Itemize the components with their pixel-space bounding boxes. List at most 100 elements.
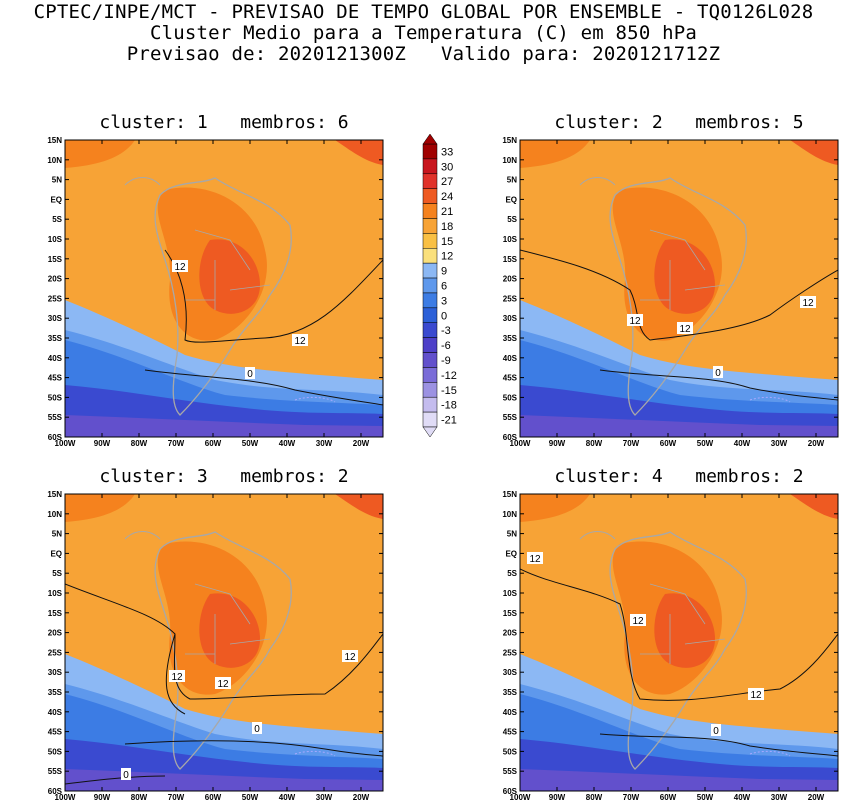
colorbar-swatch bbox=[422, 158, 438, 175]
lon-tick-label: 100W bbox=[55, 439, 76, 448]
contour-line bbox=[65, 583, 383, 715]
lat-tick-label: 50S bbox=[48, 393, 63, 402]
colorbar-label: 27 bbox=[441, 176, 453, 188]
colorbar-swatch bbox=[422, 248, 438, 264]
lat-tick-label: 45S bbox=[48, 728, 63, 737]
lat-tick-label: EQ bbox=[50, 195, 62, 204]
panel-2-title: cluster: 2 membros: 5 bbox=[554, 112, 804, 133]
contour-label: 12 bbox=[292, 334, 308, 347]
lat-tick-label: 5S bbox=[507, 215, 517, 224]
lon-tick-label: 70W bbox=[168, 439, 185, 448]
subtitle-dates: Previsao de: 2020121300Z Valido para: 20… bbox=[126, 43, 721, 65]
lat-tick-label: 25S bbox=[48, 648, 63, 657]
lon-tick-label: 90W bbox=[94, 793, 111, 802]
lon-tick-label: 50W bbox=[242, 793, 259, 802]
svg-text:12: 12 bbox=[171, 672, 183, 683]
colorbar-label: -3 bbox=[441, 325, 451, 337]
lat-tick-label: 10S bbox=[48, 589, 63, 598]
map-panel-2: 12 12 12 0 15N 10N 5N EQ 5S 10S 15S 20S 25S 30S 35S 40S… bbox=[502, 136, 839, 448]
contour-label: 12 bbox=[748, 688, 764, 701]
colorbar-label: 33 bbox=[441, 146, 453, 158]
lat-tick-label: 35S bbox=[48, 688, 63, 697]
svg-text:12: 12 bbox=[750, 690, 762, 701]
contour-label: 12 bbox=[527, 552, 543, 565]
lon-tick-label: 20W bbox=[353, 793, 370, 802]
lat-tick-label: 25S bbox=[503, 294, 518, 303]
contour-line bbox=[124, 740, 383, 757]
lon-tick-label: 100W bbox=[510, 439, 531, 448]
lat-tick-label: 10S bbox=[48, 235, 63, 244]
main-title: CPTEC/INPE/MCT - PREVISAO DE TEMPO GLOBA… bbox=[33, 1, 814, 23]
contour-line bbox=[164, 249, 383, 343]
lat-tick-label: 15N bbox=[502, 490, 517, 499]
colorbar-label: 6 bbox=[441, 281, 447, 293]
svg-text:0: 0 bbox=[713, 726, 719, 737]
colorbar-swatch bbox=[422, 262, 438, 279]
map-frame bbox=[519, 493, 839, 792]
lat-tick-label: 5N bbox=[52, 176, 62, 185]
lon-tick-label: 40W bbox=[734, 793, 751, 802]
svg-text:12: 12 bbox=[344, 652, 356, 663]
lat-tick-label: 55S bbox=[503, 767, 518, 776]
svg-text:12: 12 bbox=[679, 324, 691, 335]
contour-label: 12 bbox=[215, 677, 231, 690]
contour-label: 12 bbox=[677, 322, 693, 335]
lat-tick-label: 10N bbox=[47, 156, 62, 165]
lat-tick-label: 20S bbox=[503, 275, 518, 284]
lat-tick-label: 5N bbox=[507, 176, 517, 185]
lat-tick-label: 5S bbox=[52, 215, 62, 224]
svg-text:0: 0 bbox=[715, 368, 721, 379]
lat-tick-label: 15S bbox=[48, 609, 63, 618]
lon-tick-label: 40W bbox=[279, 439, 296, 448]
colorbar-label: 18 bbox=[441, 221, 453, 233]
panel-4-title: cluster: 4 membros: 2 bbox=[554, 466, 804, 487]
contour-label: 12 bbox=[627, 314, 643, 327]
lat-tick-label: 55S bbox=[48, 413, 63, 422]
lat-tick-label: 15S bbox=[48, 255, 63, 264]
lat-tick-label: EQ bbox=[505, 549, 517, 558]
lat-tick-label: 20S bbox=[48, 275, 63, 284]
lat-tick-label: 40S bbox=[503, 354, 518, 363]
colorbar-label: 30 bbox=[441, 161, 453, 173]
lat-tick-label: 20S bbox=[48, 629, 63, 638]
svg-text:12: 12 bbox=[174, 262, 186, 273]
colorbar-swatch bbox=[422, 218, 438, 234]
colorbar-swatch bbox=[422, 292, 438, 309]
colorbar-swatch bbox=[422, 188, 438, 204]
contour-label: 12 bbox=[800, 296, 816, 309]
contour-line bbox=[520, 249, 838, 341]
lon-tick-label: 80W bbox=[586, 793, 603, 802]
lon-tick-label: 60W bbox=[660, 439, 677, 448]
lat-tick-label: 10S bbox=[503, 589, 518, 598]
lon-tick-label: 100W bbox=[510, 793, 531, 802]
lat-tick-label: 5N bbox=[507, 530, 517, 539]
lon-tick-label: 90W bbox=[549, 793, 566, 802]
svg-text:12: 12 bbox=[629, 316, 641, 327]
colorbar-label: 15 bbox=[441, 236, 453, 248]
lat-tick-label: 30S bbox=[503, 314, 518, 323]
lat-tick-label: 45S bbox=[503, 728, 518, 737]
lat-tick-label: 30S bbox=[48, 668, 63, 677]
colorbar-swatch bbox=[422, 277, 438, 294]
temperature-field bbox=[520, 494, 838, 791]
lat-tick-label: 50S bbox=[503, 747, 518, 756]
lat-tick-label: 40S bbox=[48, 354, 63, 363]
contour-label: 0 bbox=[121, 768, 131, 781]
lat-tick-label: 15N bbox=[47, 136, 62, 145]
lat-tick-label: EQ bbox=[505, 195, 517, 204]
colorbar-swatch bbox=[422, 411, 438, 428]
lon-tick-label: 60W bbox=[205, 439, 222, 448]
lon-tick-label: 50W bbox=[697, 793, 714, 802]
temperature-field bbox=[65, 140, 383, 437]
lat-tick-label: 60S bbox=[48, 433, 63, 442]
colorbar-swatch bbox=[422, 203, 438, 219]
colorbar-swatch bbox=[422, 382, 438, 398]
lon-tick-label: 20W bbox=[808, 439, 825, 448]
temperature-field bbox=[520, 140, 838, 437]
lat-tick-label: 45S bbox=[48, 374, 63, 383]
svg-text:0: 0 bbox=[123, 770, 129, 781]
colorbar-swatch bbox=[422, 352, 438, 368]
lon-tick-label: 30W bbox=[771, 793, 788, 802]
contour-line bbox=[520, 568, 838, 701]
